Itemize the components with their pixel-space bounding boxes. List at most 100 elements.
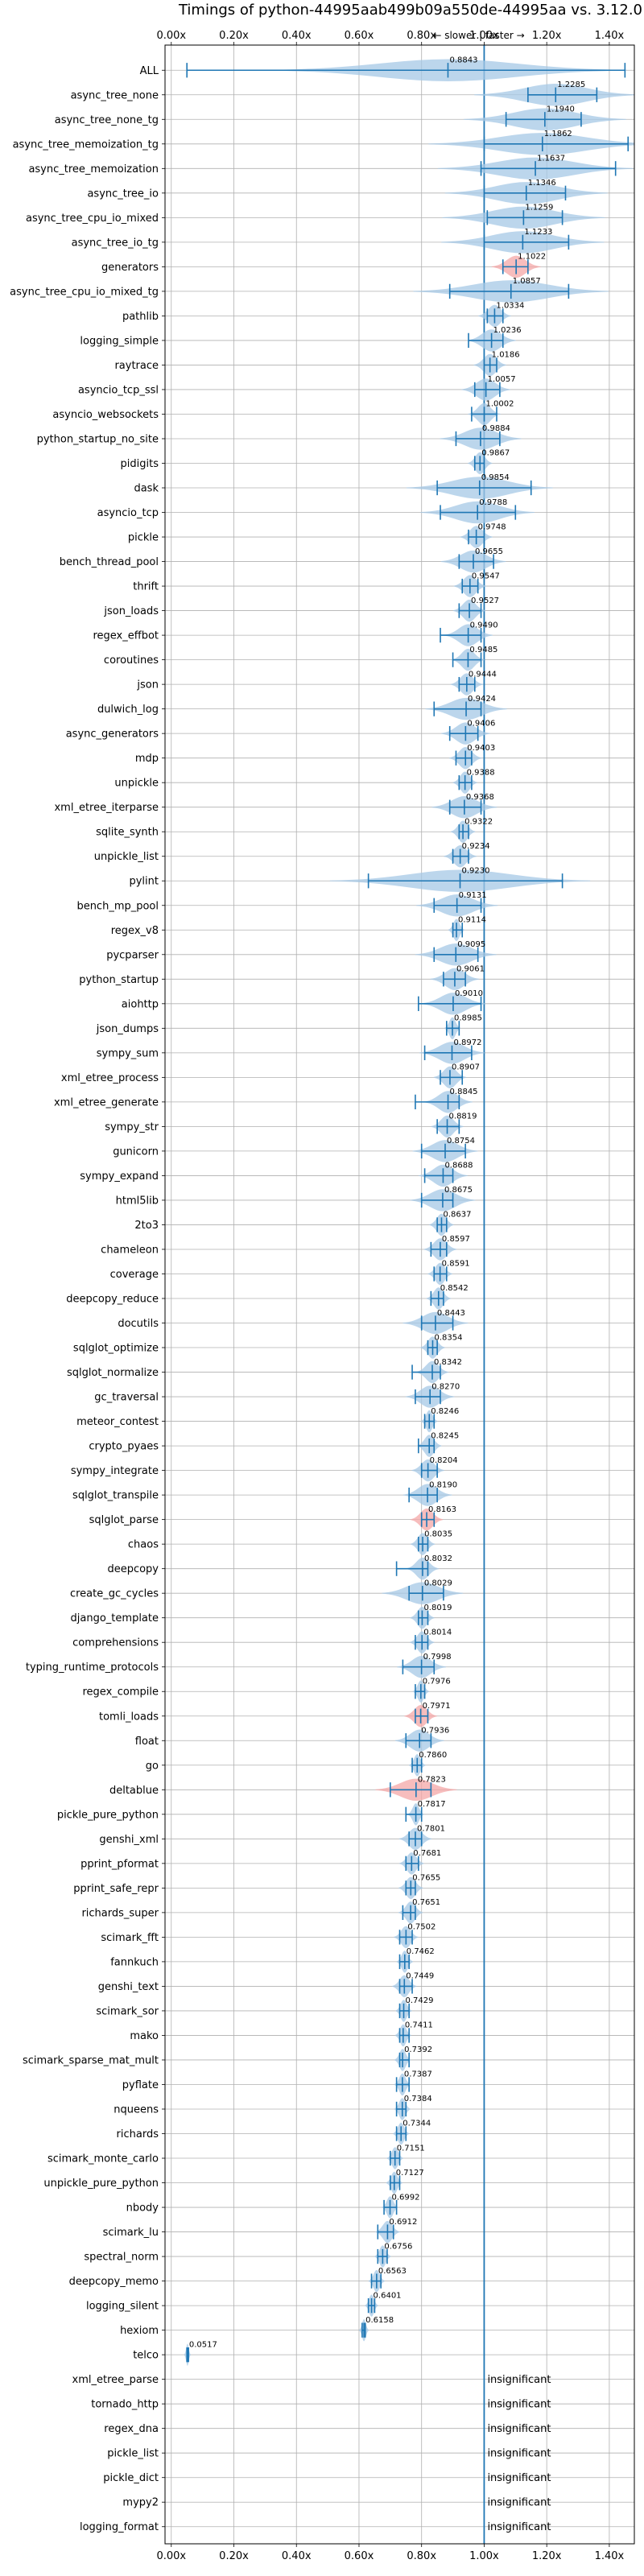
- category-label: scimark_sparse_mat_mult: [23, 2054, 159, 2066]
- value-label: 0.8907: [452, 1063, 480, 1072]
- value-label: 0.8845: [450, 1088, 478, 1096]
- value-label: 0.8972: [453, 1038, 481, 1047]
- category-label: asyncio_tcp: [97, 507, 159, 519]
- value-label: 1.1940: [547, 105, 575, 114]
- category-label: regex_dna: [104, 2423, 159, 2435]
- value-label: 0.8675: [444, 1186, 473, 1195]
- value-label: 0.8443: [437, 1309, 465, 1318]
- category-label: scimark_sor: [96, 2005, 159, 2017]
- value-label: 0.8029: [424, 1579, 452, 1587]
- insignificant-label: insignificant: [487, 2399, 551, 2411]
- value-label: 0.6912: [389, 2218, 417, 2227]
- value-label: 0.9131: [459, 891, 487, 900]
- category-label: asyncio_tcp_ssl: [78, 384, 159, 396]
- category-label: scimark_fft: [101, 1932, 159, 1944]
- value-label: 0.7462: [407, 1947, 435, 1956]
- category-label: pylint: [129, 876, 159, 888]
- category-label: docutils: [118, 1318, 159, 1330]
- value-label: 0.6158: [365, 2316, 394, 2325]
- value-label: 0.8204: [430, 1456, 458, 1465]
- value-label: 0.9095: [457, 940, 485, 949]
- value-label: 0.7817: [418, 1800, 446, 1809]
- value-label: 0.8985: [454, 1014, 482, 1023]
- category-label: xml_etree_parse: [72, 2374, 159, 2386]
- value-label: 0.9234: [462, 842, 490, 851]
- value-label: 0.7449: [406, 1972, 434, 1981]
- category-label: mako: [130, 2030, 159, 2042]
- category-label: async_tree_io: [87, 188, 159, 200]
- category-label: json_dumps: [96, 1023, 159, 1035]
- category-label: regex_compile: [82, 1686, 159, 1699]
- value-label: 0.6756: [384, 2242, 412, 2251]
- value-label: 0.6563: [378, 2267, 407, 2276]
- value-label: 0.9403: [467, 744, 495, 753]
- category-label: dask: [134, 483, 159, 495]
- category-label: async_tree_memoization_tg: [13, 138, 159, 151]
- value-label: 0.8014: [423, 1628, 452, 1637]
- category-label: telco: [133, 2350, 159, 2362]
- category-label: gunicorn: [113, 1146, 159, 1158]
- category-label: scimark_monte_carlo: [47, 2153, 159, 2165]
- category-label: pycparser: [106, 949, 159, 961]
- value-label: 0.9748: [478, 522, 506, 531]
- value-label: 0.7823: [418, 1776, 446, 1785]
- category-label: bench_thread_pool: [60, 556, 159, 568]
- x-tick-label-bottom: 1.40x: [595, 2550, 625, 2562]
- category-label: nqueens: [114, 2103, 159, 2116]
- value-label: 0.9490: [470, 621, 498, 630]
- value-label: 0.8688: [444, 1162, 473, 1170]
- category-label: logging_silent: [86, 2301, 159, 2313]
- category-label: gc_traversal: [94, 1392, 159, 1404]
- category-label: coverage: [110, 1269, 159, 1281]
- category-label: xml_etree_process: [61, 1072, 159, 1084]
- value-label: 0.9368: [466, 793, 494, 802]
- value-label: 0.7655: [412, 1874, 440, 1883]
- category-label: crypto_pyaes: [89, 1441, 159, 1453]
- value-label: 0.7411: [405, 2021, 433, 2030]
- value-label: 0.7429: [406, 1996, 434, 2005]
- category-label: fannkuch: [110, 1956, 159, 1968]
- category-label: typing_runtime_protocols: [26, 1662, 159, 1674]
- x-tick-label-top: 1.20x: [532, 30, 562, 42]
- category-label: mypy2: [122, 2497, 159, 2509]
- category-label: sympy_integrate: [71, 1465, 159, 1477]
- value-label: 0.9444: [469, 670, 497, 679]
- value-label: 0.8019: [423, 1604, 452, 1612]
- x-tick-label-top: 0.40x: [282, 30, 312, 42]
- value-label: 0.7151: [397, 2144, 425, 2153]
- value-label: 1.1259: [525, 204, 553, 213]
- value-label: 1.0002: [486, 400, 514, 409]
- category-label: sqlglot_normalize: [67, 1367, 159, 1379]
- value-label: 0.9406: [467, 719, 495, 728]
- value-label: 0.8163: [428, 1505, 456, 1514]
- category-label: sqlite_synth: [96, 827, 159, 839]
- value-label: 1.1022: [518, 253, 546, 262]
- x-tick-label-top: 0.00x: [156, 30, 186, 42]
- category-label: sympy_sum: [97, 1047, 159, 1059]
- value-label: 0.8819: [449, 1113, 477, 1121]
- value-label: 0.8246: [431, 1407, 459, 1416]
- category-label: coroutines: [104, 654, 159, 667]
- insignificant-label: insignificant: [487, 2374, 551, 2386]
- category-label: unpickle_pure_python: [43, 2178, 159, 2190]
- value-label: 0.8754: [447, 1137, 475, 1146]
- value-label: 0.7998: [423, 1653, 452, 1662]
- category-label: async_generators: [66, 729, 159, 741]
- x-tick-label-top: 0.80x: [407, 30, 436, 42]
- category-label: aiohttp: [122, 998, 159, 1010]
- value-label: 0.7936: [421, 1727, 449, 1736]
- category-label: regex_effbot: [93, 630, 159, 642]
- category-label: genshi_text: [98, 1981, 159, 1993]
- category-label: 2to3: [134, 1220, 159, 1232]
- value-label: 0.8245: [431, 1431, 459, 1440]
- category-label: unpickle_list: [94, 851, 159, 863]
- insignificant-label: insignificant: [487, 2521, 551, 2533]
- insignificant-label: insignificant: [487, 2448, 551, 2460]
- x-tick-label-bottom: 0.40x: [282, 2550, 312, 2562]
- category-label: generators: [101, 262, 159, 274]
- category-label: sqlglot_transpile: [72, 1490, 159, 1502]
- category-label: pickle_pure_python: [57, 1809, 159, 1821]
- value-label: 0.8032: [424, 1554, 452, 1563]
- category-label: nbody: [126, 2202, 159, 2215]
